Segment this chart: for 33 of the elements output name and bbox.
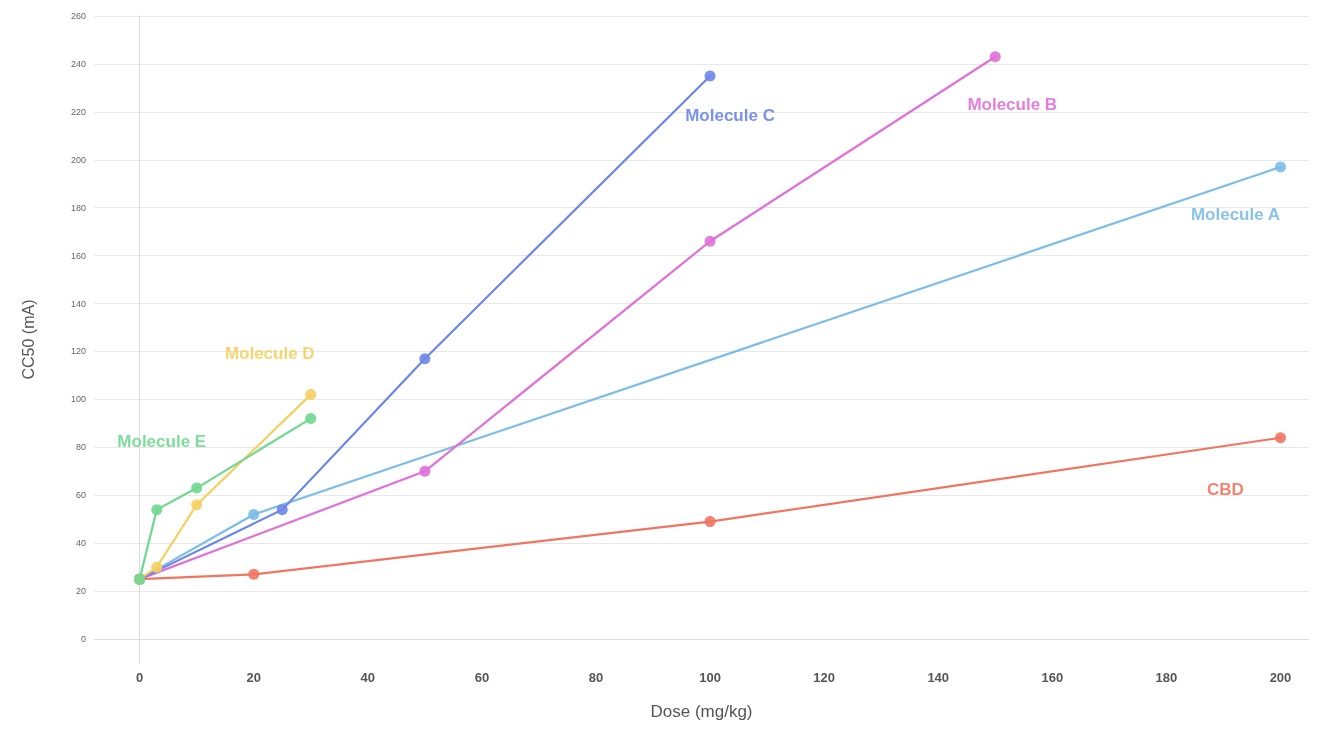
y-tick-label: 220 — [70, 106, 86, 117]
series-label: Molecule B — [967, 95, 1058, 115]
x-tick-label: 60 — [474, 670, 490, 685]
y-tick-label: 120 — [70, 346, 86, 357]
y-tick-label: 20 — [75, 586, 86, 597]
y-tick-label: 240 — [70, 58, 86, 69]
x-tick-label: 80 — [588, 670, 604, 685]
x-tick-label: 200 — [1269, 670, 1292, 685]
y-tick-label: 40 — [75, 538, 86, 549]
x-tick-label: 160 — [1041, 670, 1064, 685]
x-tick-label: 20 — [246, 670, 261, 685]
y-tick-label: 80 — [75, 442, 86, 453]
series-label: Molecule A — [1190, 205, 1281, 225]
y-tick-label: 0 — [80, 634, 86, 645]
y-tick-label: 140 — [70, 298, 86, 309]
y-tick-label: 60 — [75, 490, 86, 501]
y-tick-label: 100 — [70, 394, 86, 405]
series-label: CBD — [1207, 480, 1244, 500]
y-axis-title: CC50 (mA) — [19, 299, 37, 380]
x-tick-label: 0 — [136, 670, 144, 685]
series-label: Molecule E — [117, 432, 207, 452]
y-tick-label: 160 — [70, 250, 86, 261]
x-tick-label: 120 — [813, 670, 835, 685]
y-tick-label: 180 — [70, 202, 86, 213]
series-label: Molecule D — [224, 344, 315, 364]
y-tick-label: 200 — [70, 154, 86, 165]
series-label: Molecule C — [685, 106, 775, 126]
x-tick-label: 180 — [1155, 670, 1178, 685]
x-tick-label: 140 — [927, 670, 950, 685]
x-tick-label: 100 — [699, 670, 721, 685]
y-tick-label: 260 — [70, 11, 86, 21]
x-axis-title: Dose (mg/kg) — [650, 702, 753, 721]
x-tick-label: 40 — [360, 670, 376, 685]
